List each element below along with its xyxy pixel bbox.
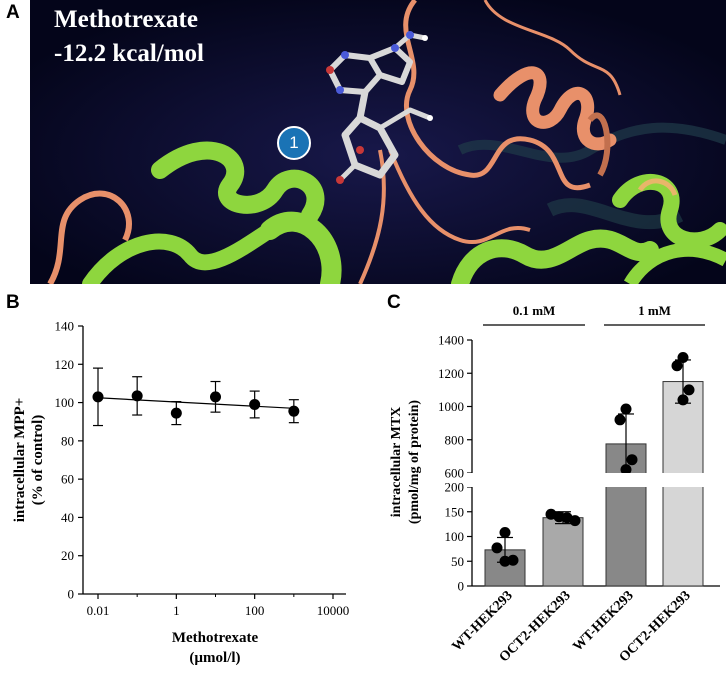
replicate-point <box>671 360 683 372</box>
chart-b-y-label-2: (% of control) <box>30 415 46 506</box>
chart-b-x-label-1: Methotrexate <box>172 630 259 646</box>
chart-b-x-label-2: (µmol/l) <box>189 650 240 666</box>
y-tick-label: 0 <box>458 579 465 594</box>
y-tick-label: 80 <box>61 433 74 448</box>
replicate-point <box>626 454 638 466</box>
chart-b-axes <box>82 326 346 595</box>
chart-c-y-label-1: intracellular MTX <box>389 407 404 518</box>
replicate-point <box>614 414 626 426</box>
y-tick-label: 150 <box>445 504 465 519</box>
y-tick-label: 60 <box>61 472 74 487</box>
y-tick-label: 1400 <box>438 333 464 348</box>
data-point <box>131 390 143 402</box>
replicate-point <box>499 527 511 539</box>
y-tick-label: 0 <box>68 587 75 602</box>
x-tick-label: 1 <box>173 603 180 618</box>
replicate-point <box>491 542 503 554</box>
data-point <box>170 407 182 419</box>
panel-c-letter: C <box>387 292 401 313</box>
mpp-uptake-chart: 0 20 40 60 80 100 120 140 0.01 1 100 10000 intrace… <box>12 319 350 667</box>
bar <box>542 517 584 587</box>
x-tick-label: 10000 <box>317 603 350 618</box>
panel-a-letter: A <box>6 2 20 23</box>
replicate-point <box>507 554 519 566</box>
y-tick-label: 120 <box>55 357 75 372</box>
replicate-point <box>553 511 565 523</box>
y-tick-label: 50 <box>451 554 464 569</box>
data-point <box>288 405 300 417</box>
y-tick-label: 1000 <box>438 399 464 414</box>
trend-line <box>97 397 294 409</box>
y-tick-label: 200 <box>445 480 465 495</box>
replicate-point <box>569 515 581 527</box>
replicate-point <box>677 394 689 406</box>
replicate-point <box>620 403 632 415</box>
protein-ribbon-illustration <box>30 0 726 284</box>
y-tick-label: 40 <box>61 510 74 525</box>
docking-image: Methotrexate -12.2 kcal/mol 1 <box>30 0 726 284</box>
y-tick-label: 100 <box>55 395 75 410</box>
y-tick-label: 100 <box>445 529 465 544</box>
x-tick-label: 100 <box>245 603 265 618</box>
axis-break-gap <box>464 473 724 487</box>
chart-b-y-label-1: intracellular MPP+ <box>12 398 28 523</box>
group-label: 0.1 mM <box>513 303 556 318</box>
replicate-point <box>677 351 689 363</box>
y-tick-label: 600 <box>445 466 465 481</box>
binding-site-badge: 1 <box>277 126 311 160</box>
data-point <box>249 398 261 410</box>
replicate-point <box>499 555 511 567</box>
data-point <box>92 391 104 403</box>
replicate-point <box>620 464 632 476</box>
group-label: 1 mM <box>638 303 671 318</box>
compound-name: Methotrexate <box>54 6 198 33</box>
y-tick-label: 140 <box>55 319 75 334</box>
panel-b-letter: B <box>6 292 20 313</box>
binding-energy: -12.2 kcal/mol <box>54 40 204 67</box>
y-tick-label: 1200 <box>438 366 464 381</box>
chart-c-y-label-2: (pmol/mg of protein) <box>407 400 422 525</box>
x-tick-label: 0.01 <box>87 603 110 618</box>
data-point <box>210 391 221 403</box>
y-tick-label: 20 <box>61 548 74 563</box>
replicate-point <box>683 384 695 396</box>
y-tick-label: 800 <box>445 432 465 447</box>
